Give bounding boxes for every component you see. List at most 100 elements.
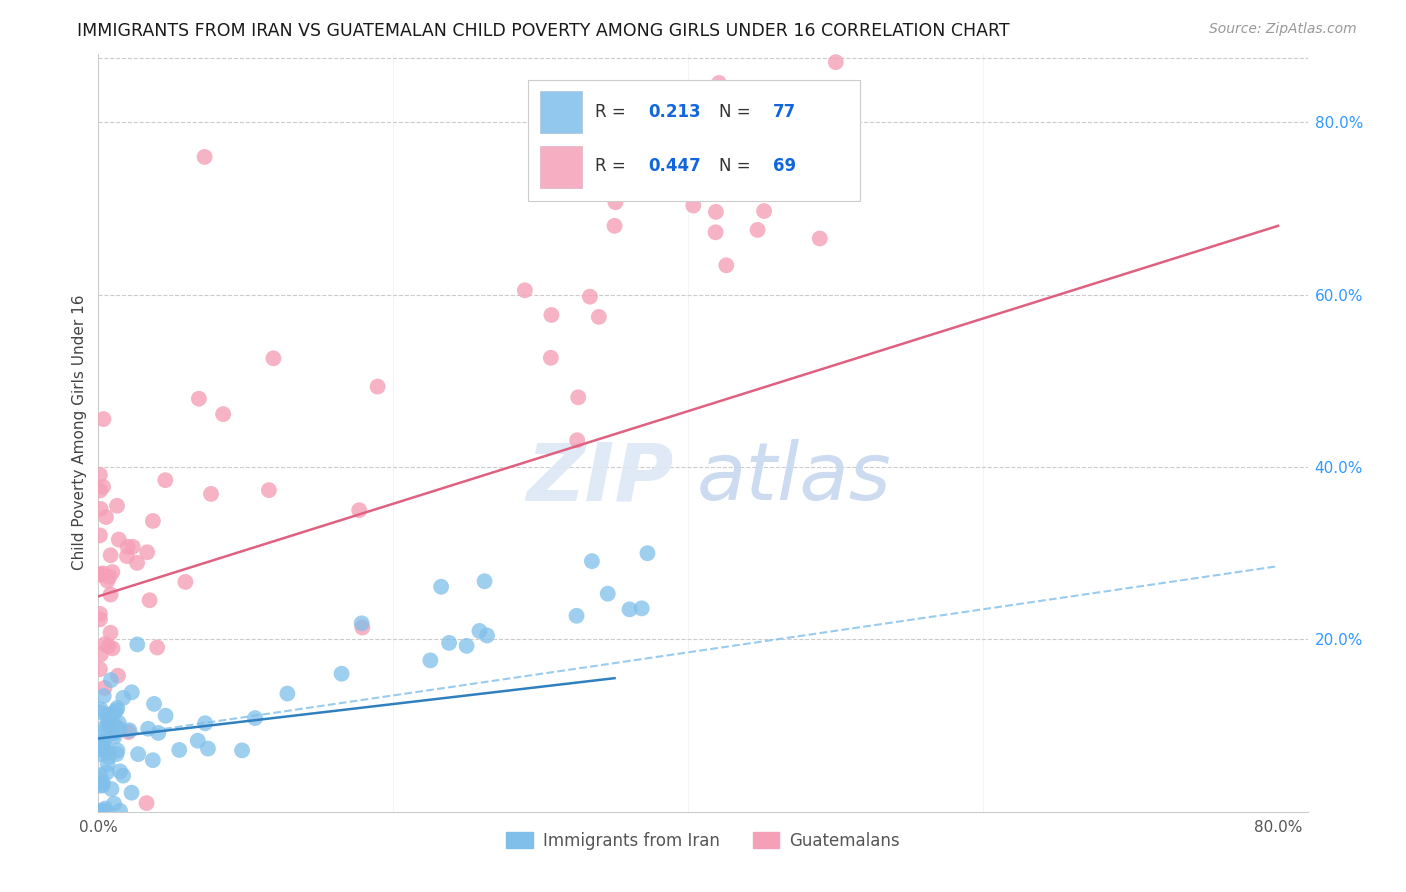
Point — [567, 434, 589, 448]
Text: 77: 77 — [773, 103, 796, 121]
Point — [91, 480, 114, 494]
Point — [127, 637, 149, 651]
Point — [107, 668, 129, 682]
Point — [257, 483, 280, 497]
Point — [513, 283, 536, 297]
Point — [808, 231, 831, 245]
Point — [596, 587, 619, 601]
Point — [93, 681, 115, 695]
Point — [100, 782, 122, 797]
Point — [97, 719, 120, 733]
Point — [101, 725, 124, 739]
Point — [103, 705, 125, 719]
Point — [105, 747, 128, 761]
Text: N =: N = — [718, 158, 755, 176]
Point — [89, 483, 111, 498]
Y-axis label: Child Poverty Among Girls Under 16: Child Poverty Among Girls Under 16 — [72, 295, 87, 570]
Point — [437, 636, 460, 650]
Point — [93, 689, 115, 703]
Point — [112, 769, 135, 783]
Point — [136, 545, 159, 559]
Text: ZIP: ZIP — [526, 439, 673, 517]
Point — [90, 648, 112, 662]
Point — [194, 150, 217, 164]
Point — [138, 593, 160, 607]
Point — [468, 624, 491, 638]
Point — [89, 567, 111, 582]
Point — [127, 556, 149, 570]
Text: 69: 69 — [773, 158, 796, 176]
Point — [89, 779, 111, 793]
Point — [89, 742, 111, 756]
Point — [707, 76, 730, 90]
Point — [565, 608, 588, 623]
Point — [91, 775, 114, 789]
Text: 0.213: 0.213 — [648, 103, 702, 121]
Point — [90, 702, 112, 716]
Point — [91, 735, 114, 749]
Point — [97, 640, 120, 654]
Point — [200, 487, 222, 501]
Point — [352, 621, 374, 635]
Point — [94, 510, 117, 524]
Point — [716, 258, 738, 272]
Point — [98, 570, 121, 584]
Point — [174, 574, 197, 589]
Point — [824, 55, 846, 70]
Point — [704, 225, 727, 239]
Point — [89, 528, 111, 542]
Text: 0.447: 0.447 — [648, 158, 702, 176]
Point — [588, 310, 610, 324]
Point — [100, 673, 122, 687]
Point — [768, 175, 790, 189]
Point — [167, 743, 190, 757]
Point — [146, 640, 169, 655]
Point — [91, 566, 114, 581]
Point — [330, 666, 353, 681]
Point — [89, 747, 111, 761]
Point — [475, 628, 498, 642]
Point — [747, 223, 769, 237]
Point — [107, 743, 129, 757]
Point — [347, 503, 370, 517]
Point — [105, 499, 128, 513]
Point — [103, 730, 125, 744]
Point — [231, 743, 253, 757]
Point — [194, 716, 217, 731]
Point — [630, 601, 652, 615]
Point — [93, 412, 115, 426]
Point — [107, 715, 129, 730]
Point — [155, 473, 177, 487]
Point — [148, 726, 170, 740]
Point — [101, 565, 124, 579]
FancyBboxPatch shape — [527, 80, 860, 202]
Point — [97, 707, 120, 722]
Point — [97, 745, 120, 759]
Point — [474, 574, 496, 589]
Point — [567, 390, 589, 404]
Point — [603, 219, 626, 233]
Point — [143, 697, 166, 711]
Point — [540, 308, 562, 322]
Point — [121, 685, 143, 699]
Point — [91, 739, 114, 754]
Point — [135, 796, 157, 810]
Point — [155, 708, 177, 723]
Point — [97, 757, 120, 772]
Point — [136, 722, 159, 736]
Point — [93, 735, 115, 749]
Point — [103, 717, 125, 731]
Point — [243, 711, 266, 725]
Point — [89, 739, 111, 753]
Point — [94, 801, 117, 815]
Point — [89, 612, 111, 626]
Point — [752, 204, 775, 219]
Legend: Immigrants from Iran, Guatemalans: Immigrants from Iran, Guatemalans — [499, 825, 907, 856]
Point — [142, 514, 165, 528]
Point — [115, 549, 138, 563]
FancyBboxPatch shape — [540, 146, 582, 187]
Point — [94, 637, 117, 651]
Point — [89, 467, 111, 482]
Point — [105, 701, 128, 715]
Point — [187, 392, 209, 406]
